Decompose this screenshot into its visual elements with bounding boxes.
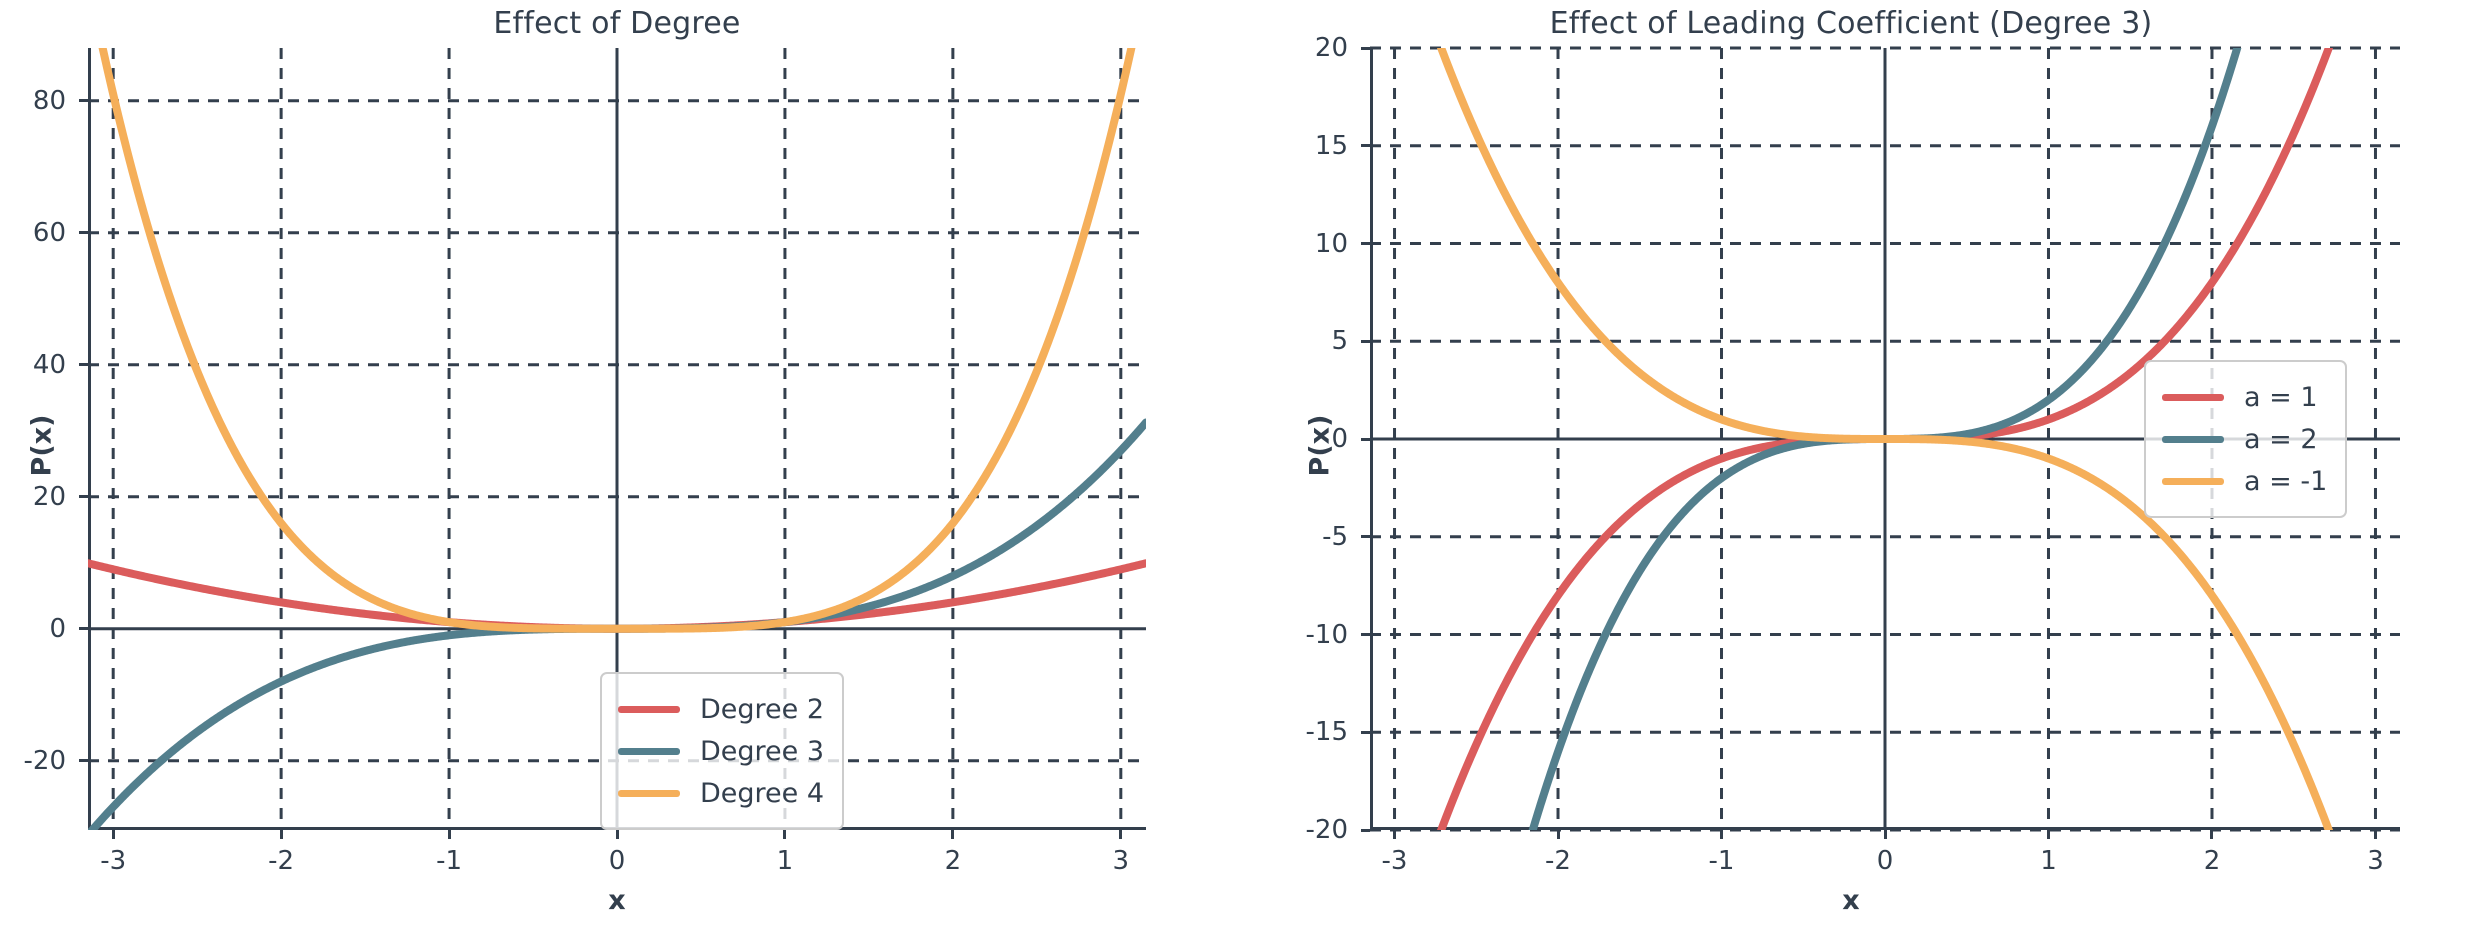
- legend-entry[interactable]: a = -1: [2162, 460, 2327, 502]
- y-tick-label: -15: [1305, 717, 1348, 748]
- legend-color-swatch: [618, 705, 680, 713]
- y-tick-label: 80: [32, 85, 66, 116]
- legend-right[interactable]: a = 1 a = 2 a = -1: [2144, 360, 2348, 518]
- y-tick-mark: [1361, 144, 1370, 148]
- y-tick-mark: [79, 99, 88, 103]
- x-tick-mark: [1119, 830, 1123, 839]
- legend-entry[interactable]: Degree 2: [618, 688, 824, 730]
- x-tick-label: 2: [2203, 846, 2221, 876]
- y-tick-label: 20: [32, 481, 66, 512]
- x-tick-label: 2: [944, 846, 962, 876]
- y-axis-label-right: P(x): [1304, 414, 1336, 477]
- y-tick-label: 20: [1314, 33, 1348, 63]
- y-tick-mark: [1361, 339, 1370, 343]
- y-tick-mark: [79, 495, 88, 499]
- legend-entry[interactable]: Degree 3: [618, 730, 824, 772]
- x-tick-mark: [951, 830, 955, 839]
- y-tick-label: 0: [1331, 424, 1348, 454]
- legend-left[interactable]: Degree 2 Degree 3 Degree 4: [600, 672, 845, 830]
- legend-color-swatch: [2162, 393, 2224, 401]
- y-tick-mark: [1361, 46, 1370, 50]
- y-tick-label: 40: [32, 349, 66, 380]
- x-tick-label: 3: [1112, 846, 1130, 876]
- y-tick-mark: [1361, 828, 1370, 832]
- y-axis-label-left: P(x): [26, 414, 58, 477]
- legend-color-swatch: [618, 747, 680, 755]
- x-tick-mark: [2210, 830, 2214, 839]
- x-tick-label: 0: [608, 846, 626, 876]
- y-tick-mark: [1361, 730, 1370, 734]
- plot-canvas-left: [88, 48, 1146, 830]
- x-tick-label: 0: [1876, 846, 1894, 876]
- x-tick-label: -1: [436, 846, 463, 876]
- x-tick-mark: [1883, 830, 1887, 839]
- y-tick-label: 60: [32, 217, 66, 248]
- legend-entry[interactable]: a = 2: [2162, 418, 2327, 460]
- y-tick-label: 15: [1314, 130, 1348, 161]
- panel-effect-of-leading-coefficient: Effect of Leading Coefficient (Degree 3)…: [1234, 0, 2468, 930]
- x-tick-mark: [615, 830, 619, 839]
- y-tick-label: -20: [23, 745, 66, 776]
- y-tick-mark: [1361, 633, 1370, 636]
- x-tick-label: -3: [100, 846, 127, 876]
- x-tick-mark: [1556, 830, 1560, 839]
- x-tick-mark: [447, 830, 451, 839]
- series-group: [88, 48, 1146, 830]
- x-tick-label: -1: [1708, 846, 1735, 876]
- y-tick-label: -5: [1322, 521, 1348, 552]
- y-tick-label: 10: [1314, 228, 1348, 259]
- y-tick-mark: [79, 627, 88, 631]
- legend-label: Degree 4: [700, 777, 825, 809]
- legend-label: a = -1: [2244, 465, 2328, 497]
- x-tick-label: -2: [1545, 846, 1571, 876]
- x-axis-label-right: x: [1842, 885, 1860, 916]
- x-tick-label: 1: [2040, 846, 2057, 876]
- x-tick-label: -2: [268, 846, 295, 876]
- legend-color-swatch: [618, 789, 680, 797]
- y-tick-mark: [79, 759, 88, 763]
- y-tick-label: 0: [49, 613, 66, 644]
- y-tick-mark: [1361, 437, 1370, 441]
- legend-color-swatch: [2162, 435, 2224, 443]
- x-tick-mark: [111, 830, 115, 839]
- y-tick-mark: [79, 231, 88, 235]
- panel-effect-of-degree: Effect of Degree -20 0 20 40 60 80 -3 -2 -1 0 1 2 3…: [0, 0, 1234, 930]
- legend-entry[interactable]: Degree 4: [618, 772, 824, 814]
- panel-title-right: Effect of Leading Coefficient (Degree 3): [1549, 6, 2153, 41]
- legend-label: a = 2: [2244, 423, 2318, 455]
- series-group: [1436, 48, 2334, 830]
- x-tick-label: -3: [1381, 846, 1408, 876]
- y-tick-label: -20: [1305, 815, 1348, 845]
- legend-label: a = 1: [2244, 381, 2318, 413]
- legend-label: Degree 2: [700, 693, 825, 725]
- series-line: [98, 48, 1136, 633]
- y-axis-spine-left: [88, 48, 91, 830]
- x-axis-label-left: x: [608, 885, 626, 916]
- x-tick-mark: [2373, 830, 2377, 839]
- y-tick-label: 5: [1331, 326, 1348, 357]
- x-tick-mark: [783, 830, 787, 839]
- y-tick-mark: [79, 363, 88, 367]
- y-tick-label: -10: [1305, 619, 1348, 650]
- legend-label: Degree 3: [700, 735, 825, 767]
- x-tick-label: 3: [2367, 846, 2384, 876]
- y-tick-mark: [1361, 242, 1370, 245]
- y-tick-mark: [1361, 535, 1370, 539]
- x-tick-mark: [279, 830, 283, 839]
- panel-title-left: Effect of Degree: [493, 6, 741, 41]
- x-tick-mark: [1720, 830, 1723, 839]
- series-line: [1436, 48, 2334, 830]
- x-tick-mark: [1393, 830, 1397, 839]
- plot-area-right: [1370, 46, 2400, 832]
- legend-entry[interactable]: a = 1: [2162, 376, 2327, 418]
- legend-color-swatch: [2162, 477, 2224, 485]
- x-tick-label: 1: [776, 846, 794, 876]
- x-tick-mark: [2046, 830, 2050, 839]
